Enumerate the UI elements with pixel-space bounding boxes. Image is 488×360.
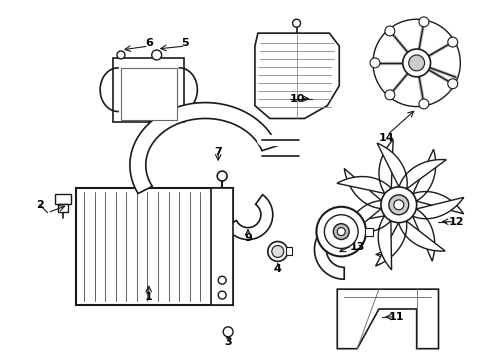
Circle shape — [447, 79, 457, 89]
Bar — [76, 188, 233, 305]
Circle shape — [117, 51, 124, 59]
Circle shape — [292, 19, 300, 27]
Polygon shape — [130, 103, 277, 193]
Circle shape — [217, 171, 226, 181]
Polygon shape — [254, 33, 339, 118]
Circle shape — [271, 246, 283, 257]
Polygon shape — [412, 197, 463, 261]
Circle shape — [218, 291, 225, 299]
Circle shape — [324, 215, 357, 248]
Text: 2: 2 — [36, 200, 43, 210]
Circle shape — [388, 195, 408, 215]
Polygon shape — [337, 289, 438, 349]
Polygon shape — [375, 221, 444, 266]
Circle shape — [447, 37, 457, 47]
Polygon shape — [343, 168, 381, 240]
Bar — [285, 247, 291, 255]
Polygon shape — [336, 140, 392, 194]
Circle shape — [316, 207, 366, 256]
Circle shape — [337, 228, 345, 235]
Text: 13: 13 — [349, 243, 364, 252]
Text: 7: 7 — [214, 147, 222, 157]
Text: 12: 12 — [447, 217, 463, 227]
Bar — [365, 228, 372, 235]
Circle shape — [402, 49, 429, 77]
Circle shape — [384, 26, 394, 36]
Text: 6: 6 — [144, 38, 152, 48]
Text: 14: 14 — [378, 133, 394, 143]
Polygon shape — [336, 216, 391, 270]
Circle shape — [267, 242, 287, 261]
Circle shape — [393, 200, 403, 210]
Bar — [59, 204, 68, 212]
Bar — [211, 188, 233, 305]
Text: 3: 3 — [224, 337, 231, 347]
Text: 9: 9 — [244, 233, 251, 243]
Bar — [113, 58, 184, 122]
Circle shape — [380, 187, 416, 223]
Bar — [121, 68, 176, 121]
Text: 10: 10 — [289, 94, 305, 104]
Circle shape — [408, 55, 424, 71]
Circle shape — [418, 99, 428, 109]
Circle shape — [384, 90, 394, 100]
Circle shape — [333, 224, 348, 239]
Polygon shape — [314, 221, 368, 279]
Bar — [55, 194, 71, 204]
Text: 1: 1 — [144, 292, 152, 302]
Polygon shape — [225, 195, 272, 239]
Circle shape — [223, 327, 233, 337]
Polygon shape — [412, 149, 463, 214]
Circle shape — [151, 50, 162, 60]
Polygon shape — [376, 143, 446, 189]
Text: 5: 5 — [181, 38, 189, 48]
Circle shape — [418, 17, 428, 27]
Text: 8: 8 — [382, 249, 390, 260]
Circle shape — [369, 58, 379, 68]
Circle shape — [218, 276, 225, 284]
Text: 11: 11 — [388, 312, 404, 322]
Text: 4: 4 — [273, 264, 281, 274]
